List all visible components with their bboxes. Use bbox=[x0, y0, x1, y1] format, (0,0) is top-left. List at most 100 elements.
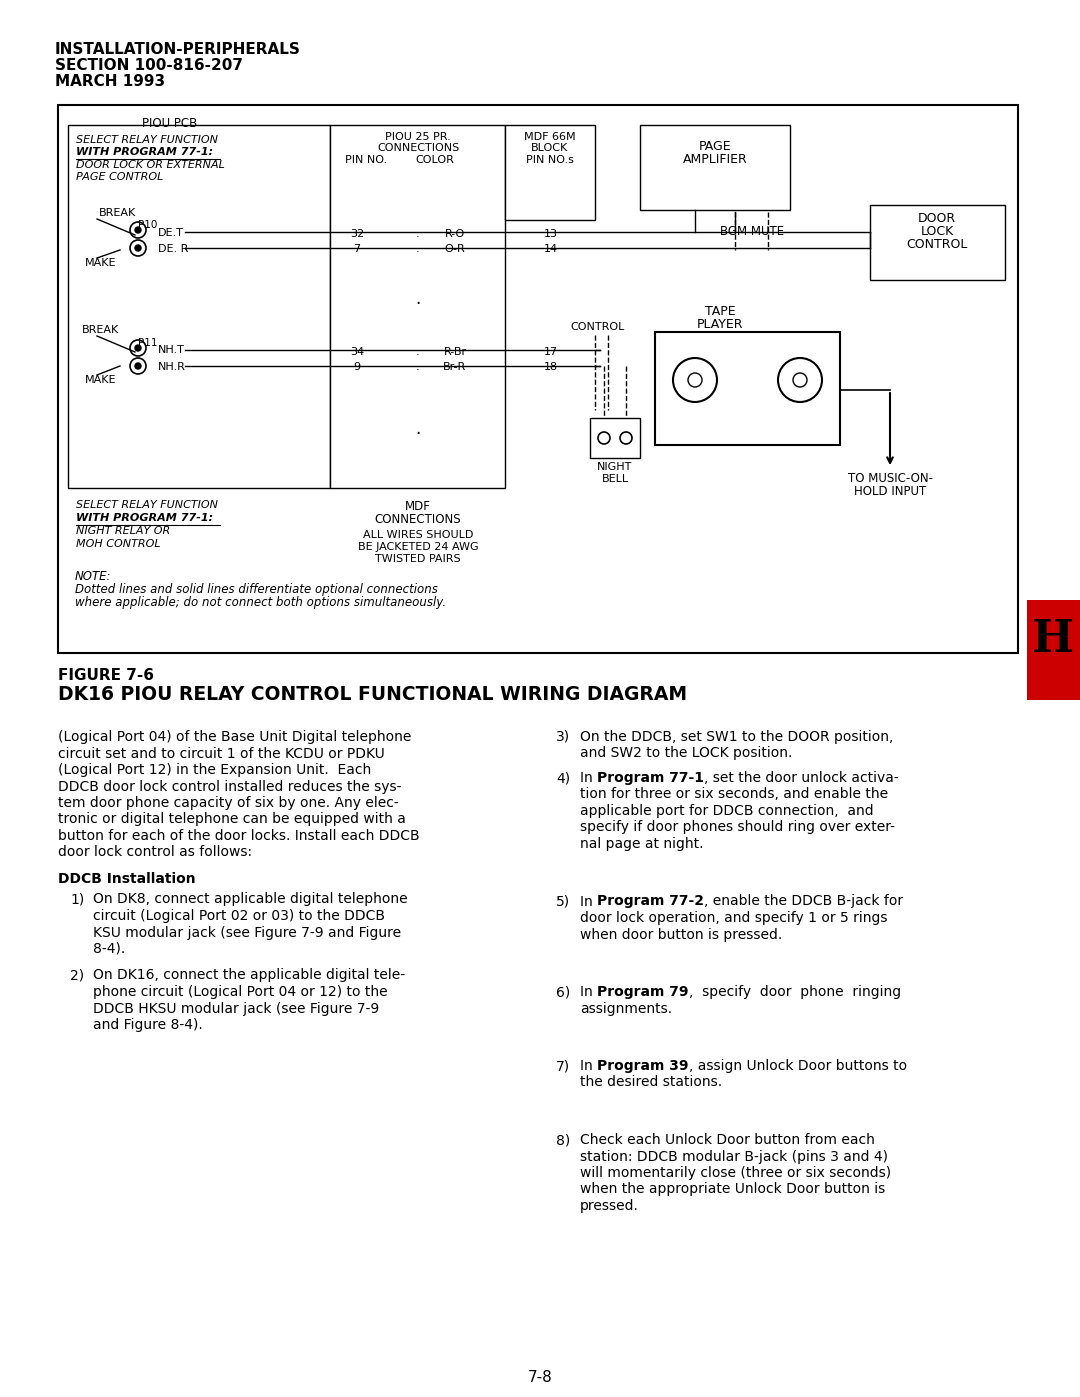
Text: will momentarily close (three or six seconds): will momentarily close (three or six sec… bbox=[580, 1166, 891, 1180]
Text: (Logical Port 04) of the Base Unit Digital telephone: (Logical Port 04) of the Base Unit Digit… bbox=[58, 731, 411, 745]
Text: COLOR: COLOR bbox=[416, 155, 455, 165]
Text: 13: 13 bbox=[544, 229, 558, 239]
Text: PAGE: PAGE bbox=[699, 140, 731, 154]
Text: assignments.: assignments. bbox=[580, 1002, 672, 1016]
Text: button for each of the door locks. Install each DDCB: button for each of the door locks. Insta… bbox=[58, 828, 420, 842]
Text: KSU modular jack (see Figure 7-9 and Figure: KSU modular jack (see Figure 7-9 and Fig… bbox=[93, 925, 401, 940]
Text: pressed.: pressed. bbox=[580, 1199, 639, 1213]
Text: P11: P11 bbox=[138, 338, 158, 348]
Text: Program 39: Program 39 bbox=[597, 1059, 689, 1073]
Text: BLOCK: BLOCK bbox=[531, 142, 569, 154]
Bar bbox=[58, 105, 1018, 652]
Text: R-Br: R-Br bbox=[444, 346, 467, 358]
Text: DE. R: DE. R bbox=[158, 244, 188, 254]
Text: door lock operation, and specify 1 or 5 rings: door lock operation, and specify 1 or 5 … bbox=[580, 911, 888, 925]
Text: PIOU PCB: PIOU PCB bbox=[143, 117, 198, 130]
Text: BGM MUTE: BGM MUTE bbox=[720, 225, 784, 237]
Text: DDCB HKSU modular jack (see Figure 7-9: DDCB HKSU modular jack (see Figure 7-9 bbox=[93, 1002, 379, 1016]
Text: TO MUSIC-ON-: TO MUSIC-ON- bbox=[848, 472, 932, 485]
Text: P10: P10 bbox=[138, 219, 158, 231]
Text: 7): 7) bbox=[556, 1059, 570, 1073]
Text: and SW2 to the LOCK position.: and SW2 to the LOCK position. bbox=[580, 746, 793, 760]
Text: NH.R: NH.R bbox=[158, 362, 186, 372]
Text: 7-8: 7-8 bbox=[528, 1370, 552, 1384]
Text: tem door phone capacity of six by one. Any elec-: tem door phone capacity of six by one. A… bbox=[58, 796, 399, 810]
Text: SECTION 100-816-207: SECTION 100-816-207 bbox=[55, 59, 243, 73]
Text: DOOR LOCK OR EXTERNAL: DOOR LOCK OR EXTERNAL bbox=[76, 161, 225, 170]
Text: station: DDCB modular B-jack (pins 3 and 4): station: DDCB modular B-jack (pins 3 and… bbox=[580, 1150, 888, 1164]
Text: 18: 18 bbox=[544, 362, 558, 372]
Text: (Logical Port 12) in the Expansion Unit.  Each: (Logical Port 12) in the Expansion Unit.… bbox=[58, 763, 372, 777]
Text: SELECT RELAY FUNCTION: SELECT RELAY FUNCTION bbox=[76, 500, 218, 510]
Text: .: . bbox=[416, 346, 420, 358]
Text: tion for three or six seconds, and enable the: tion for three or six seconds, and enabl… bbox=[580, 788, 888, 802]
Bar bbox=[654, 332, 840, 446]
Text: .: . bbox=[416, 362, 420, 372]
Text: BE JACKETED 24 AWG: BE JACKETED 24 AWG bbox=[357, 542, 478, 552]
Text: and Figure 8-4).: and Figure 8-4). bbox=[93, 1018, 203, 1032]
Text: .: . bbox=[416, 291, 420, 307]
Text: In: In bbox=[580, 894, 597, 908]
Bar bbox=[590, 418, 640, 458]
Text: LOCK: LOCK bbox=[920, 225, 954, 237]
Text: tronic or digital telephone can be equipped with a: tronic or digital telephone can be equip… bbox=[58, 813, 406, 827]
Text: R-O: R-O bbox=[445, 229, 465, 239]
Text: NH.T: NH.T bbox=[158, 345, 185, 355]
Text: 32: 32 bbox=[350, 229, 364, 239]
Text: 34: 34 bbox=[350, 346, 364, 358]
Text: HOLD INPUT: HOLD INPUT bbox=[854, 485, 927, 497]
Circle shape bbox=[135, 363, 141, 369]
Text: PLAYER: PLAYER bbox=[697, 319, 743, 331]
Text: FIGURE 7-6: FIGURE 7-6 bbox=[58, 668, 154, 683]
Text: 5): 5) bbox=[556, 894, 570, 908]
Text: 17: 17 bbox=[544, 346, 558, 358]
Text: Br-R: Br-R bbox=[444, 362, 467, 372]
Text: Check each Unlock Door button from each: Check each Unlock Door button from each bbox=[580, 1133, 875, 1147]
Text: PAGE CONTROL: PAGE CONTROL bbox=[76, 172, 163, 182]
Text: MOH CONTROL: MOH CONTROL bbox=[76, 539, 161, 549]
Text: circuit (Logical Port 02 or 03) to the DDCB: circuit (Logical Port 02 or 03) to the D… bbox=[93, 909, 384, 923]
Text: PIOU 25 PR.: PIOU 25 PR. bbox=[386, 131, 450, 142]
Text: CONTROL: CONTROL bbox=[571, 321, 625, 332]
Text: Program 77-2: Program 77-2 bbox=[597, 894, 704, 908]
Text: 14: 14 bbox=[544, 244, 558, 254]
Text: NIGHT: NIGHT bbox=[597, 462, 633, 472]
Text: 6): 6) bbox=[556, 985, 570, 999]
Text: MDF: MDF bbox=[405, 500, 431, 513]
Text: WITH PROGRAM 77-1:: WITH PROGRAM 77-1: bbox=[76, 147, 213, 156]
Text: .: . bbox=[416, 420, 420, 439]
Text: MAKE: MAKE bbox=[85, 258, 117, 268]
Text: CONNECTIONS: CONNECTIONS bbox=[375, 513, 461, 527]
Text: In: In bbox=[580, 771, 597, 785]
Bar bbox=[1027, 599, 1080, 700]
Text: , enable the DDCB B-jack for: , enable the DDCB B-jack for bbox=[704, 894, 903, 908]
Text: applicable port for DDCB connection,  and: applicable port for DDCB connection, and bbox=[580, 805, 874, 819]
Text: 8-4).: 8-4). bbox=[93, 942, 125, 956]
Text: On DK16, connect the applicable digital tele-: On DK16, connect the applicable digital … bbox=[93, 968, 405, 982]
Bar bbox=[640, 124, 789, 210]
Text: BELL: BELL bbox=[602, 474, 629, 483]
Text: 1): 1) bbox=[70, 893, 84, 907]
Circle shape bbox=[135, 226, 141, 233]
Text: PIN NO.s: PIN NO.s bbox=[526, 155, 573, 165]
Text: SELECT RELAY FUNCTION: SELECT RELAY FUNCTION bbox=[76, 136, 218, 145]
Text: In: In bbox=[580, 985, 597, 999]
Text: ALL WIRES SHOULD: ALL WIRES SHOULD bbox=[363, 529, 473, 541]
Text: when door button is pressed.: when door button is pressed. bbox=[580, 928, 782, 942]
Text: 4): 4) bbox=[556, 771, 570, 785]
Text: TAPE: TAPE bbox=[704, 305, 735, 319]
Circle shape bbox=[135, 244, 141, 251]
Text: door lock control as follows:: door lock control as follows: bbox=[58, 845, 252, 859]
Text: On the DDCB, set SW1 to the DOOR position,: On the DDCB, set SW1 to the DOOR positio… bbox=[580, 731, 893, 745]
Text: .: . bbox=[416, 229, 420, 239]
Text: PIN NO.: PIN NO. bbox=[345, 155, 387, 165]
Text: DOOR: DOOR bbox=[918, 212, 956, 225]
Text: , set the door unlock activa-: , set the door unlock activa- bbox=[704, 771, 899, 785]
Text: circuit set and to circuit 1 of the KCDU or PDKU: circuit set and to circuit 1 of the KCDU… bbox=[58, 746, 384, 760]
Bar bbox=[870, 205, 1005, 279]
Text: In: In bbox=[580, 1059, 597, 1073]
Text: BREAK: BREAK bbox=[82, 326, 119, 335]
Text: O-R: O-R bbox=[445, 244, 465, 254]
Text: 8): 8) bbox=[556, 1133, 570, 1147]
Circle shape bbox=[135, 345, 141, 351]
